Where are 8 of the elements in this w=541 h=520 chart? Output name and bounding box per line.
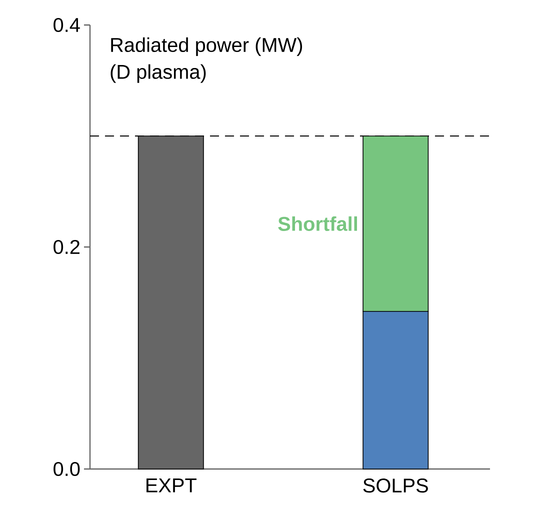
text: (D plasma) — [110, 64, 206, 83]
text: Radiated power (MW) — [111, 37, 302, 56]
x-tick-label: EXPT — [146, 478, 196, 492]
y-tick-label: 0.4 — [54, 18, 80, 32]
series-label: Shortfall — [278, 216, 357, 231]
y-tick-label: 0.0 — [54, 462, 80, 476]
x-tick-label: SOLPS — [363, 478, 428, 493]
y-tick-label: 0.2 — [54, 240, 80, 254]
